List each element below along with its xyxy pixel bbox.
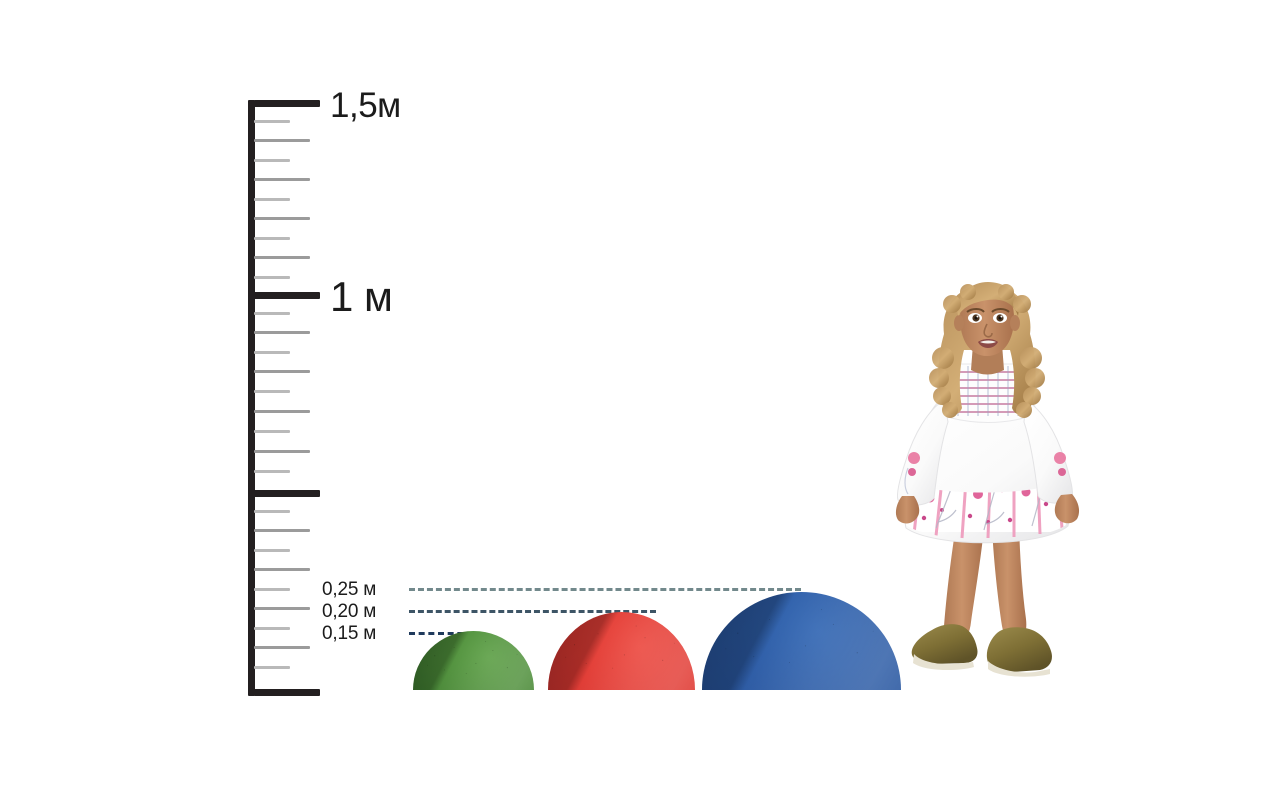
ruler-tick-minor-0-55 bbox=[254, 470, 290, 473]
ruler-tick-minor-1-25 bbox=[254, 198, 290, 201]
child-face bbox=[960, 286, 1014, 356]
measuring-ruler bbox=[248, 100, 320, 696]
ruler-tick-minor-1-15 bbox=[254, 237, 290, 240]
ruler-tick-mid-0-1 bbox=[254, 646, 310, 649]
ruler-tick-major-0-5 bbox=[254, 490, 320, 497]
ruler-tick-minor-0-15 bbox=[254, 627, 290, 630]
green-dome bbox=[413, 631, 534, 690]
ruler-tick-minor-0-95 bbox=[254, 312, 290, 315]
ruler-label-1-5m: 1,5м bbox=[330, 86, 401, 125]
child-arms bbox=[895, 494, 1080, 524]
ruler-tick-mid-0-8 bbox=[254, 370, 310, 373]
measurement-label-015: 0,15 м bbox=[322, 623, 377, 644]
child-curls bbox=[929, 284, 1045, 418]
ruler-spine bbox=[248, 100, 255, 696]
child-legs bbox=[943, 525, 1027, 645]
ruler-tick-minor-0-85 bbox=[254, 351, 290, 354]
ruler-tick-mid-0-4 bbox=[254, 529, 310, 532]
child-nose bbox=[983, 323, 993, 338]
child-dress bbox=[897, 363, 1073, 544]
ruler-tick-minor-0-25 bbox=[254, 588, 290, 591]
ruler-tick-mid-1-1 bbox=[254, 256, 310, 259]
child-eyes bbox=[966, 308, 1010, 323]
ruler-tick-minor-1-45 bbox=[254, 120, 290, 123]
child-shoes bbox=[911, 624, 1052, 677]
guide-line-020 bbox=[409, 610, 656, 613]
ruler-tick-minor-1-35 bbox=[254, 159, 290, 162]
ruler-tick-mid-0-3 bbox=[254, 568, 310, 571]
red-dome bbox=[548, 612, 695, 690]
ruler-tick-major-1-5 bbox=[254, 100, 320, 107]
ruler-tick-mid-0-2 bbox=[254, 607, 310, 610]
left-sleeve-flowers bbox=[904, 452, 920, 495]
ruler-tick-minor-0-45 bbox=[254, 510, 290, 513]
child-scale-reference bbox=[880, 282, 1095, 690]
ruler-tick-major-0-0 bbox=[254, 689, 320, 696]
guide-line-015 bbox=[409, 632, 473, 635]
ruler-tick-minor-0-05 bbox=[254, 666, 290, 669]
ruler-tick-minor-0-35 bbox=[254, 549, 290, 552]
ruler-tick-major-1-0 bbox=[254, 292, 320, 299]
blue-dome-texture bbox=[702, 592, 901, 690]
ruler-tick-mid-1-4 bbox=[254, 139, 310, 142]
green-dome-texture bbox=[413, 631, 534, 690]
right-sleeve-flowers bbox=[1054, 452, 1066, 476]
measurement-label-020: 0,20 м bbox=[322, 601, 377, 622]
ruler-tick-mid-0-9 bbox=[254, 331, 310, 334]
ruler-tick-mid-1-2 bbox=[254, 217, 310, 220]
guide-line-025 bbox=[409, 588, 801, 591]
ruler-tick-mid-0-6 bbox=[254, 450, 310, 453]
ruler-label-1m: 1 м bbox=[330, 273, 393, 320]
measurement-label-025: 0,25 м bbox=[322, 579, 377, 600]
ruler-tick-minor-0-75 bbox=[254, 390, 290, 393]
ruler-tick-mid-1-3 bbox=[254, 178, 310, 181]
ruler-tick-minor-0-65 bbox=[254, 430, 290, 433]
ruler-tick-mid-0-7 bbox=[254, 410, 310, 413]
red-dome-texture bbox=[548, 612, 695, 690]
child-mouth bbox=[978, 339, 998, 348]
ruler-tick-minor-1-05 bbox=[254, 276, 290, 279]
blue-dome bbox=[702, 592, 901, 690]
